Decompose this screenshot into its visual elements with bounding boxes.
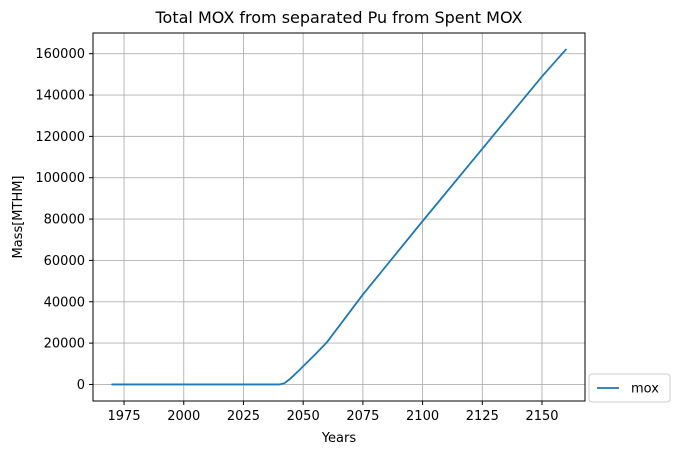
x-tick-label: 2025	[227, 409, 260, 424]
x-tick-label: 2125	[466, 409, 499, 424]
chart-title: Total MOX from separated Pu from Spent M…	[155, 8, 523, 27]
axes: 1975 2000 2025 2050 2075 2100 2125 2150 0 20000 40…	[35, 32, 586, 424]
y-tick-label: 20000	[44, 337, 85, 352]
legend-box	[588, 373, 671, 403]
x-tick-label: 2000	[167, 409, 200, 424]
y-tick-label: 120000	[35, 130, 85, 145]
y-tick-label: 100000	[35, 171, 85, 186]
grid	[93, 33, 585, 401]
y-tick-label: 40000	[44, 295, 85, 310]
y-tick-label: 140000	[35, 89, 85, 104]
plot-frame	[92, 32, 586, 402]
y-tick-label: 80000	[44, 213, 85, 228]
series-line-mox	[111, 48, 567, 386]
x-tick-label: 2075	[346, 409, 379, 424]
y-axis-label: Mass[MTHM]	[11, 175, 26, 258]
x-tick-label: 2150	[525, 409, 558, 424]
x-tick-label: 2050	[287, 409, 320, 424]
legend-label-mox: mox	[631, 382, 659, 397]
plot-area	[111, 48, 567, 386]
x-tick-label: 1975	[108, 409, 141, 424]
chart-text: Total MOX from separated Pu from Spent M…	[11, 8, 523, 446]
y-tick-label: 160000	[35, 47, 85, 62]
x-axis-label: Years	[321, 431, 357, 446]
legend: mox	[588, 373, 671, 403]
y-tick-label: 0	[77, 378, 85, 393]
y-tick-label: 60000	[44, 254, 85, 269]
x-tick-label: 2100	[406, 409, 439, 424]
